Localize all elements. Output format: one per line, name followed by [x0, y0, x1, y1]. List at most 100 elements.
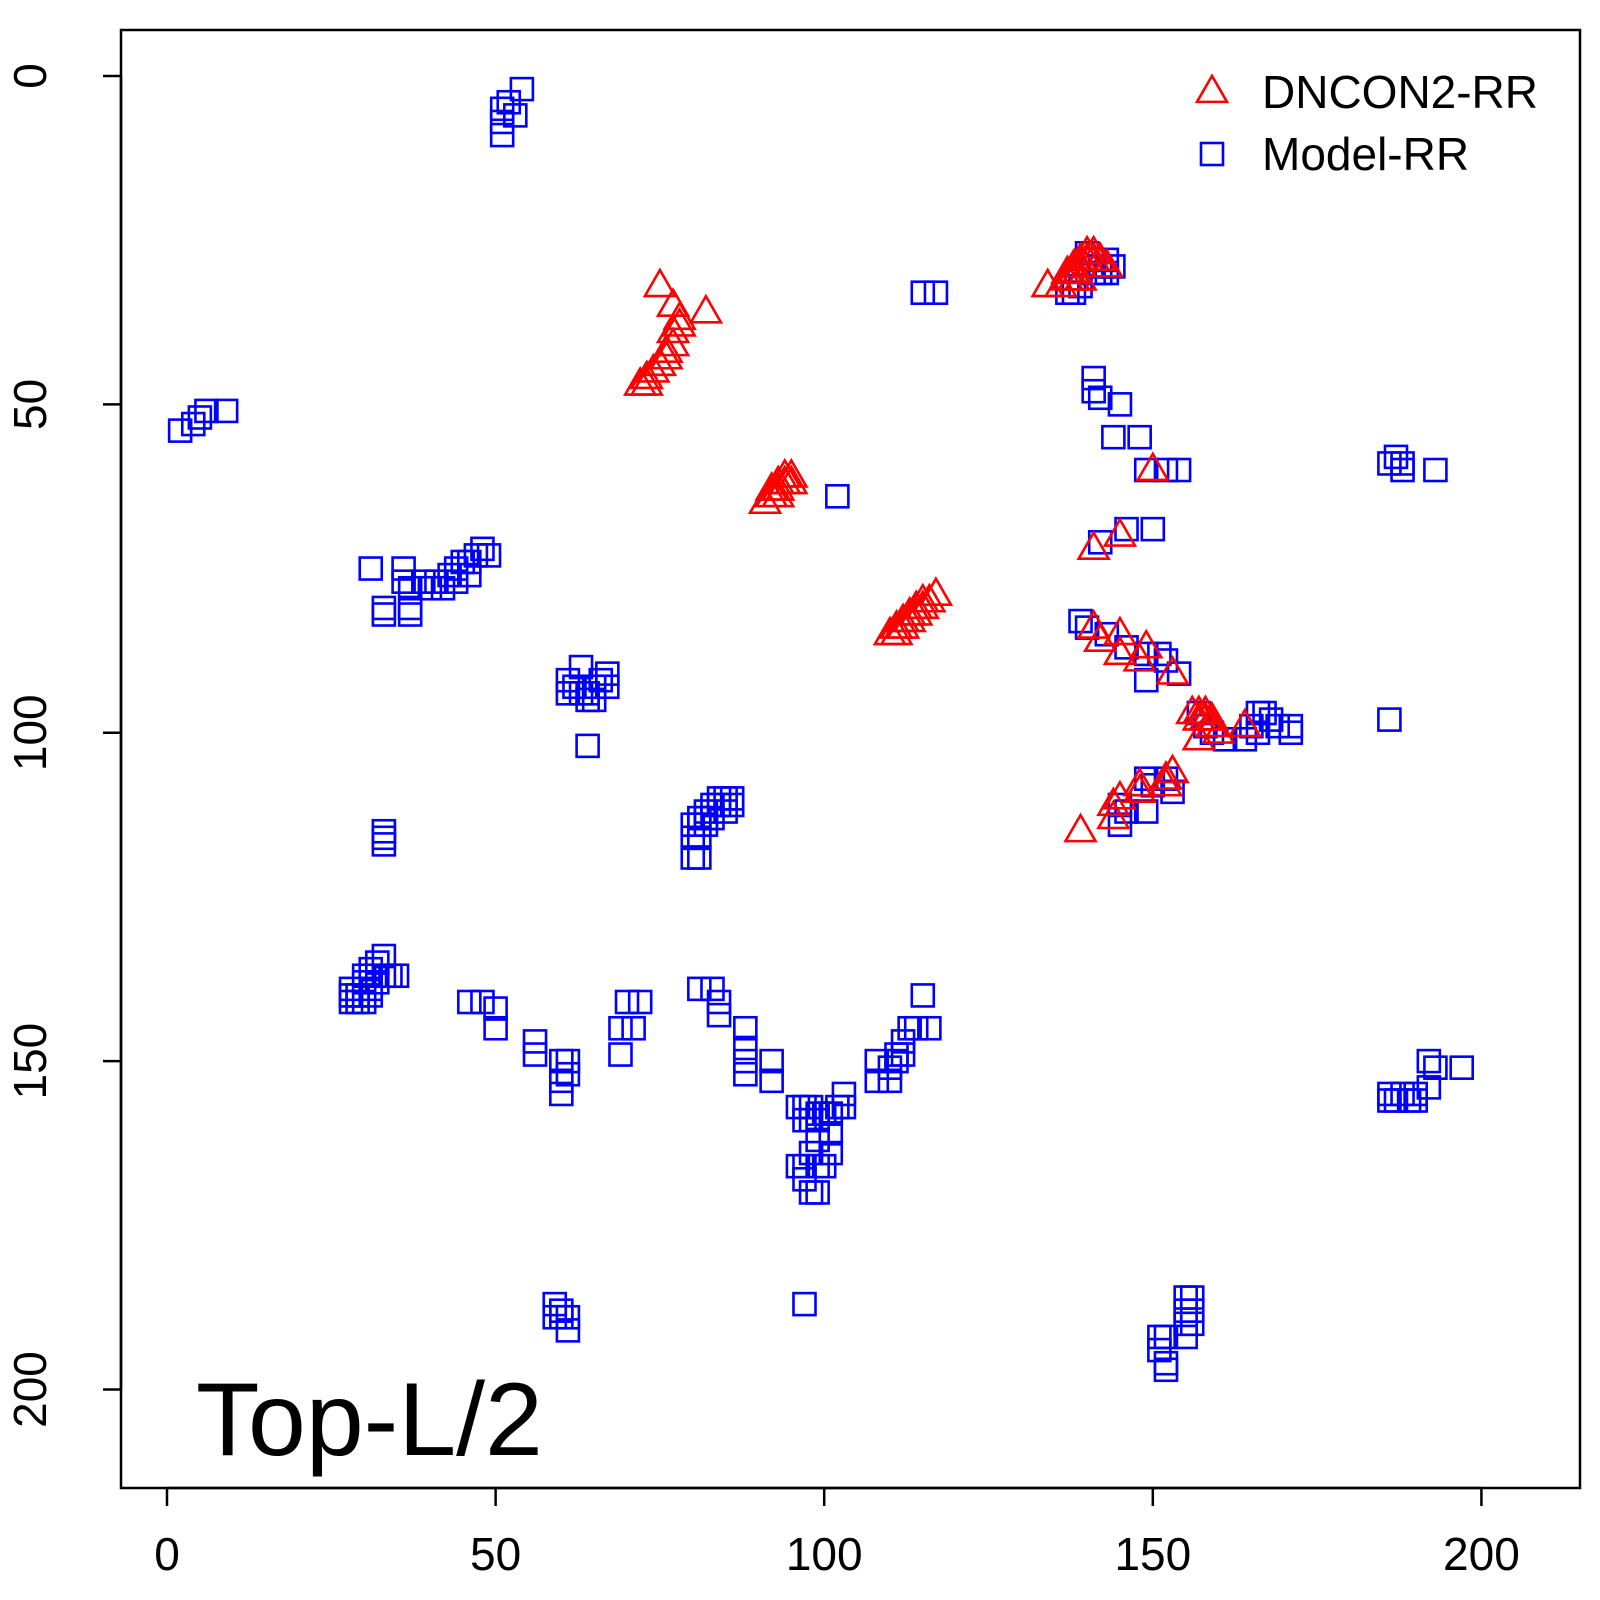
- model-rr-point: [713, 799, 738, 824]
- model-rr-point: [1423, 457, 1448, 483]
- model-rr-point: [1449, 1055, 1475, 1080]
- model-rr-point: [693, 799, 719, 824]
- model-rr-point: [358, 556, 384, 581]
- legend-label: Model-RR: [1262, 128, 1469, 180]
- model-rr-point: [733, 1035, 758, 1061]
- y-tick-label: 100: [4, 694, 56, 771]
- model-rr-point: [1377, 707, 1402, 732]
- model-rr-point: [1179, 1311, 1205, 1337]
- model-rr-point: [522, 1029, 548, 1054]
- model-rr-point: [792, 1291, 817, 1317]
- model-rr-point: [384, 963, 410, 989]
- x-tick-label: 0: [154, 1528, 180, 1580]
- model-rr-point: [194, 398, 219, 424]
- model-rr-point: [581, 687, 607, 713]
- dncon2-rr-point: [912, 582, 947, 613]
- model-rr-point: [811, 1153, 837, 1179]
- dncon2-rr-point: [918, 576, 954, 606]
- dncon2-rr-point: [622, 365, 658, 396]
- model-rr-point: [733, 1048, 758, 1074]
- model-rr-point: [457, 549, 482, 575]
- dncon2-rr-point: [1122, 641, 1157, 672]
- model-rr-point: [555, 681, 581, 706]
- model-rr-point: [1377, 1088, 1402, 1113]
- model-rr-point: [1127, 424, 1152, 450]
- model-rr-point: [489, 122, 515, 148]
- model-rr-point: [457, 562, 482, 588]
- x-tick-label: 200: [1443, 1528, 1520, 1580]
- dncon2-rr-point: [1089, 247, 1125, 278]
- model-rr-point: [1147, 1324, 1172, 1350]
- model-rr-point: [470, 989, 495, 1015]
- dncon2-rr-point: [649, 339, 684, 370]
- axes: 0 50 100 150 200 0 50 100 150 200: [4, 28, 1582, 1580]
- series-model-rr: [167, 76, 1475, 1383]
- model-rr-point: [877, 1055, 903, 1080]
- model-rr-point: [1147, 1337, 1172, 1363]
- model-rr-point: [706, 989, 732, 1015]
- model-rr-point: [1245, 720, 1271, 746]
- model-rr-point: [917, 1015, 942, 1041]
- legend-marker-square: [1199, 141, 1225, 167]
- model-rr-point: [1147, 641, 1172, 667]
- legend-marker-triangle: [1194, 73, 1230, 104]
- model-rr-point: [1383, 444, 1409, 470]
- model-rr-point: [167, 418, 193, 443]
- model-rr-point: [785, 1153, 811, 1179]
- model-rr-point: [805, 1107, 830, 1133]
- model-rr-point: [1153, 1357, 1179, 1383]
- model-rr-point: [818, 1101, 844, 1126]
- model-rr-point: [798, 1140, 824, 1166]
- model-rr-point: [706, 1002, 732, 1028]
- model-rr-point: [733, 1061, 758, 1087]
- model-rr-point: [397, 602, 423, 627]
- model-rr-point: [371, 943, 397, 969]
- model-rr-point: [371, 602, 397, 627]
- model-rr-point: [483, 996, 508, 1021]
- model-rr-point: [1423, 1055, 1448, 1080]
- dncon2-rr-point: [688, 293, 724, 324]
- model-rr-point: [555, 667, 581, 693]
- dncon2-rr-point: [1135, 451, 1171, 482]
- model-rr-point: [1232, 726, 1258, 752]
- model-rr-point: [1081, 365, 1106, 391]
- y-tick-label: 0: [4, 63, 56, 89]
- dncon2-rr-point: [1102, 615, 1138, 646]
- model-rr-point: [1107, 392, 1133, 417]
- model-rr-point: [562, 674, 587, 700]
- model-rr-point: [351, 989, 377, 1015]
- model-rr-point: [910, 280, 936, 306]
- dncon2-rr-point: [774, 457, 809, 488]
- model-rr-point: [1087, 385, 1113, 411]
- legend-label: DNCON2-RR: [1262, 66, 1538, 118]
- dncon2-rr-point: [1063, 812, 1098, 843]
- model-rr-point: [903, 1015, 929, 1041]
- dncon2-rr-point: [629, 359, 665, 390]
- legend: DNCON2-RR Model-RR: [1194, 66, 1538, 180]
- model-rr-point: [555, 1061, 581, 1087]
- model-rr-point: [1173, 1285, 1198, 1310]
- model-rr-point: [555, 1318, 581, 1343]
- panel-annotation: Top-L/2: [196, 1362, 543, 1478]
- dncon2-rr-point: [1076, 234, 1111, 265]
- y-tick-label: 200: [4, 1351, 56, 1428]
- model-rr-point: [443, 556, 469, 581]
- model-rr-point: [700, 976, 725, 1002]
- model-rr-point: [555, 1304, 581, 1330]
- model-rr-point: [614, 989, 640, 1015]
- model-rr-point: [759, 1068, 784, 1094]
- model-rr-point: [693, 812, 719, 837]
- model-rr-point: [792, 1167, 817, 1192]
- plot-points: [167, 76, 1475, 1383]
- model-rr-point: [805, 1127, 830, 1153]
- model-rr-point: [608, 1015, 633, 1041]
- model-rr-point: [825, 483, 850, 509]
- model-rr-point: [877, 1068, 903, 1094]
- model-rr-point: [568, 654, 594, 680]
- dncon2-rr-point: [760, 477, 796, 508]
- model-rr-point: [1265, 713, 1290, 739]
- dncon2-rr-point: [1155, 654, 1190, 685]
- model-rr-point: [588, 667, 614, 693]
- x-tick-label: 150: [1114, 1528, 1191, 1580]
- model-rr-point: [351, 969, 377, 995]
